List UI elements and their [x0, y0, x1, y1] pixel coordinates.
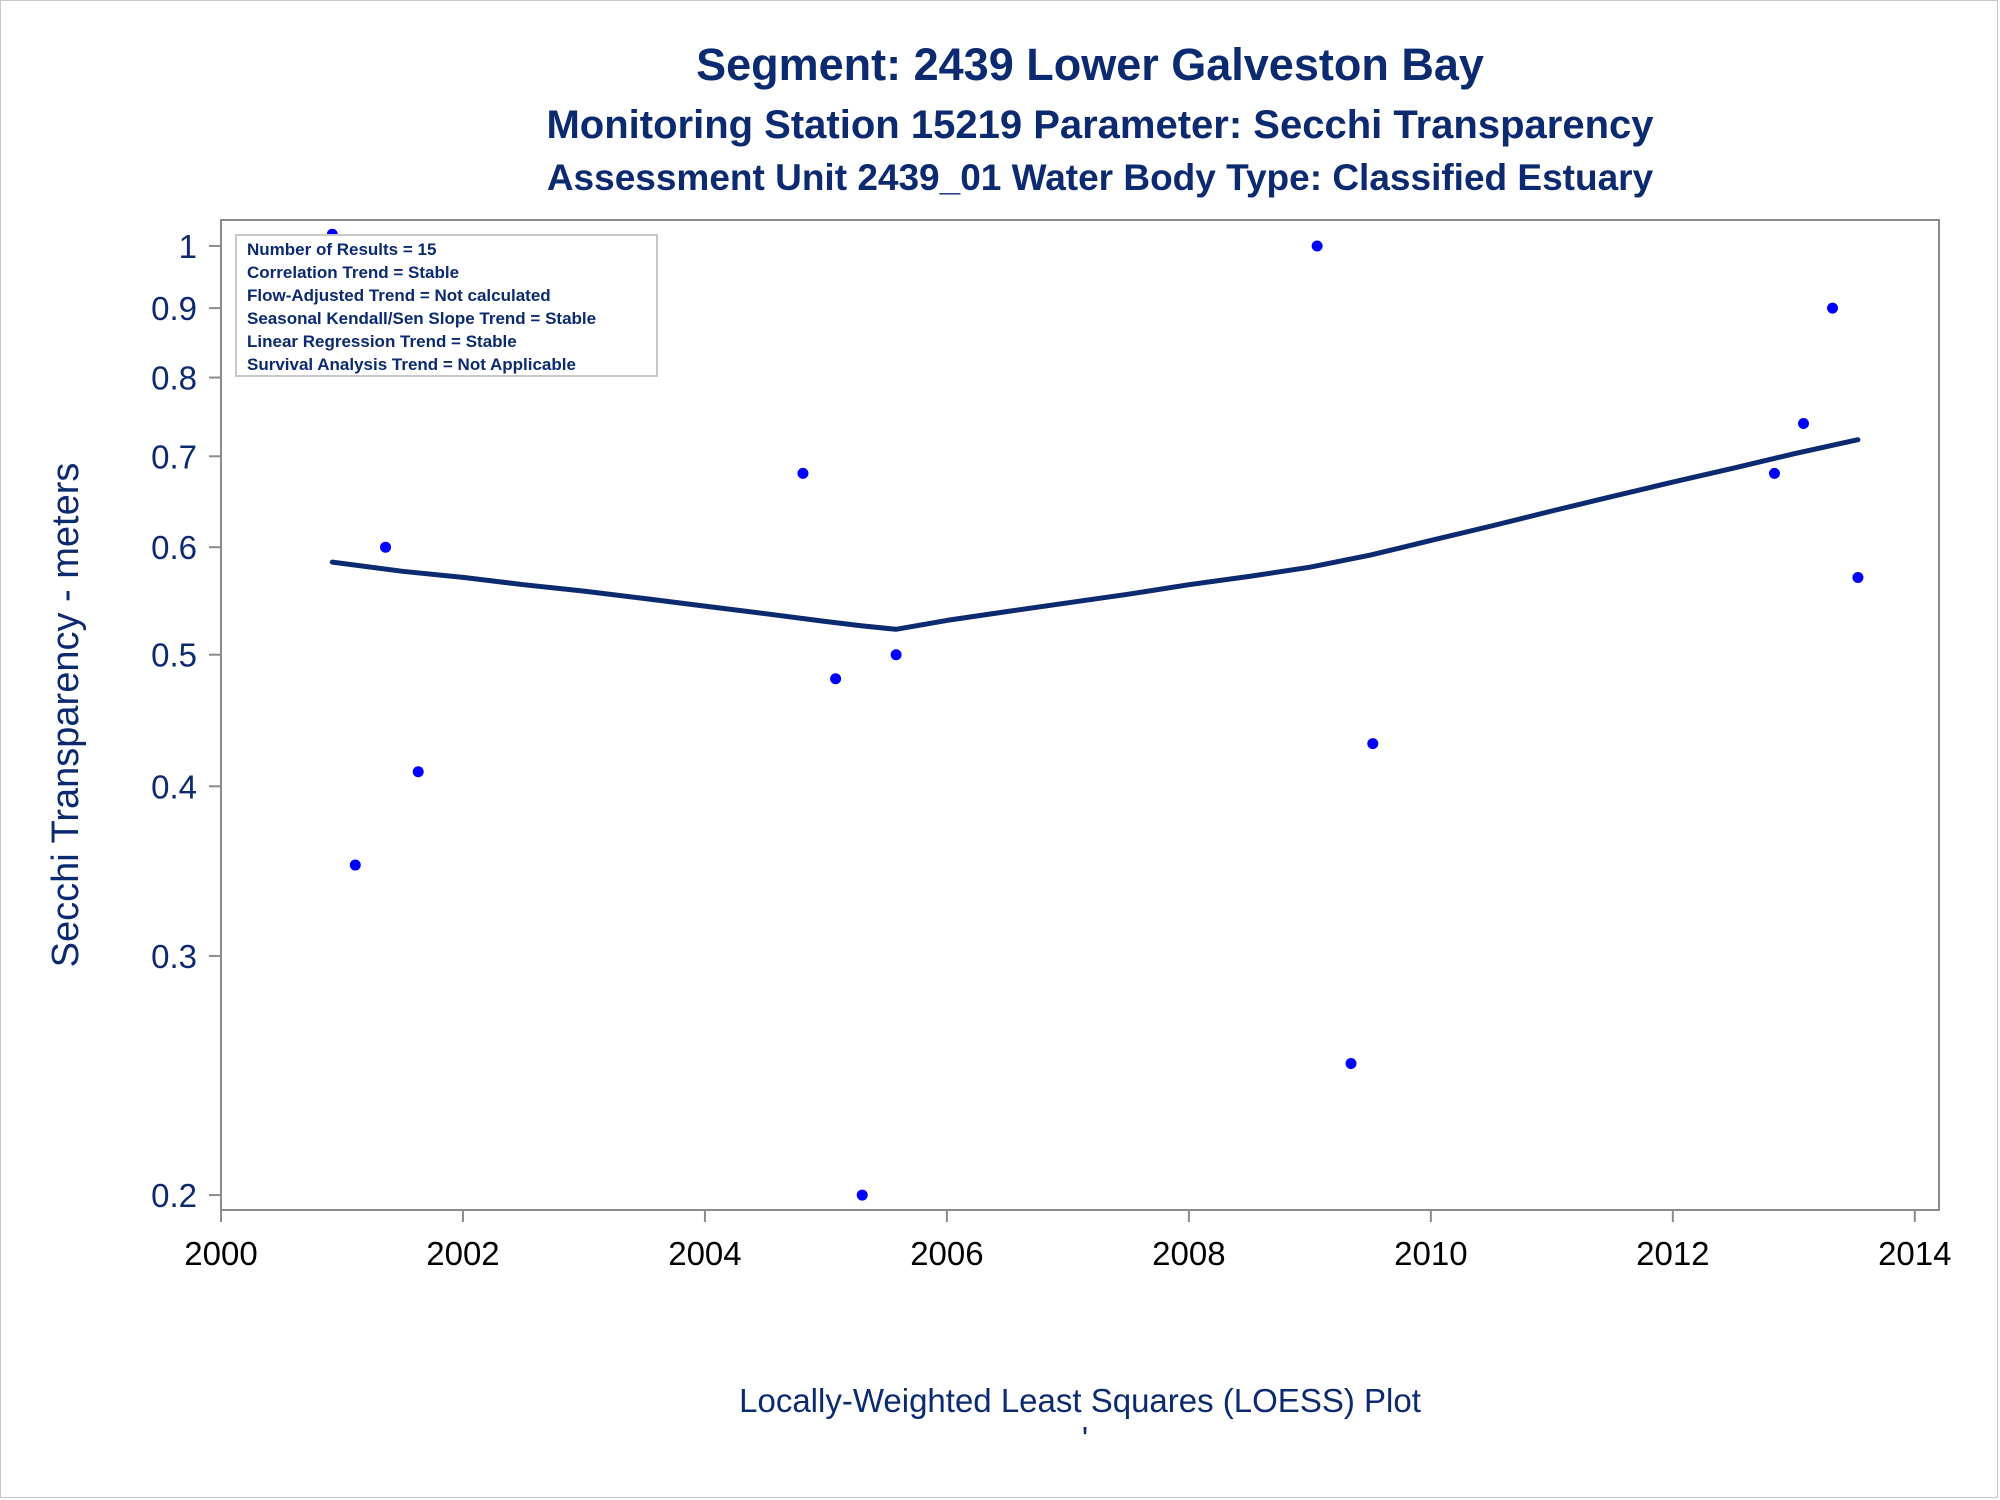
y-tick-label: 1	[179, 228, 197, 265]
x-tick-label: 2000	[184, 1235, 257, 1272]
stats-line-results: Number of Results = 15	[247, 240, 436, 259]
chart-subtitle: Monitoring Station 15219 Parameter: Secc…	[546, 103, 1654, 147]
data-point	[856, 1189, 868, 1201]
chart-footnote: Locally-Weighted Least Squares (LOESS) P…	[739, 1382, 1421, 1419]
data-point	[1852, 571, 1864, 583]
x-tick-label: 2014	[1878, 1235, 1951, 1272]
data-point	[412, 766, 424, 778]
x-tick-label: 2006	[910, 1235, 983, 1272]
y-tick-label: 0.2	[151, 1177, 197, 1214]
stats-box: Number of Results = 15 Correlation Trend…	[235, 234, 658, 377]
chart-title: Segment: 2439 Lower Galveston Bay	[696, 39, 1484, 90]
data-point	[1768, 467, 1780, 479]
data-point	[1367, 738, 1379, 750]
plot-area	[220, 219, 1940, 1211]
y-tick-label: 0.7	[151, 438, 197, 475]
x-tick-label: 2008	[1152, 1235, 1225, 1272]
stats-line-flow-adjusted: Flow-Adjusted Trend = Not calculated	[247, 286, 551, 305]
x-tick-label: 2004	[668, 1235, 741, 1272]
loess-line	[329, 437, 1861, 632]
stats-box-border	[235, 234, 658, 377]
data-point	[830, 673, 842, 685]
chart-footnote-mark: '	[1082, 1420, 1088, 1457]
y-axis: 0.2 0.3 0.4 0.5 0.6 0.7 0.8 0.9 1	[151, 228, 221, 1214]
x-tick-label: 2012	[1636, 1235, 1709, 1272]
data-point	[380, 541, 392, 553]
chart-subtitle-2: Assessment Unit 2439_01 Water Body Type:…	[547, 157, 1654, 198]
data-points	[326, 228, 1864, 1201]
x-axis: 2000 2002 2004 2006 2008 2010 2012 2014	[184, 1210, 1952, 1272]
y-tick-label: 0.3	[151, 938, 197, 975]
y-tick-label: 0.6	[151, 529, 197, 566]
x-tick-label: 2002	[426, 1235, 499, 1272]
x-tick-label: 2010	[1394, 1235, 1467, 1272]
data-point	[349, 859, 361, 871]
stats-line-correlation: Correlation Trend = Stable	[247, 263, 459, 282]
y-tick-label: 0.5	[151, 637, 197, 674]
data-point	[1827, 302, 1839, 314]
stats-line-linear-regression: Linear Regression Trend = Stable	[247, 332, 517, 351]
data-point	[890, 649, 902, 661]
y-tick-label: 0.4	[151, 768, 197, 805]
y-axis-label: Secchi Transparency - meters	[45, 463, 87, 968]
stats-line-survival: Survival Analysis Trend = Not Applicable	[247, 355, 576, 374]
stats-line-seasonal-kendall: Seasonal Kendall/Sen Slope Trend = Stabl…	[247, 309, 596, 328]
y-tick-label: 0.8	[151, 360, 197, 397]
data-point	[1311, 240, 1323, 252]
y-tick-label: 0.9	[151, 290, 197, 327]
data-point	[797, 467, 809, 479]
data-point	[1345, 1057, 1357, 1069]
data-point	[1797, 418, 1809, 430]
